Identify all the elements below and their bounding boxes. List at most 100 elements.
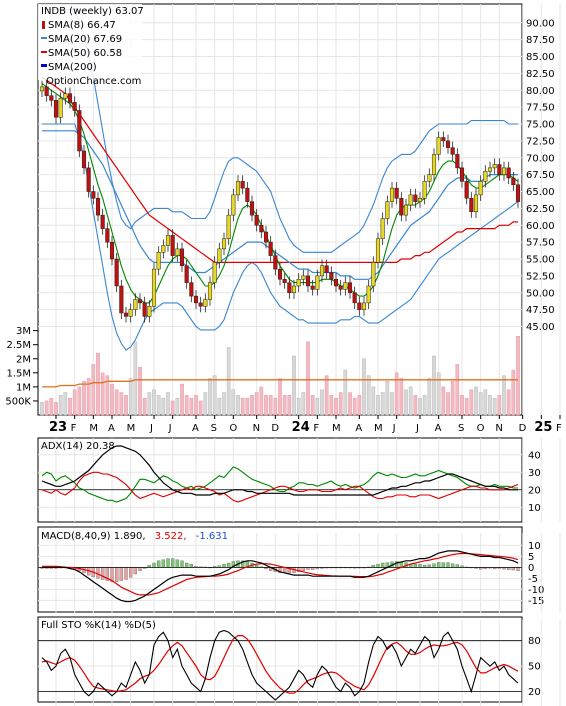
candle-body <box>366 285 371 304</box>
sma20-line <box>42 130 518 280</box>
price-tick-label: 60.00 <box>526 221 555 232</box>
time-tick-label: F <box>556 423 562 434</box>
volume-bar <box>464 397 469 416</box>
volume-bar <box>110 383 114 416</box>
candle-body <box>343 282 348 290</box>
macd-histogram-bar <box>119 567 123 581</box>
bollinger-upper <box>42 8 518 253</box>
candle-body <box>91 191 96 199</box>
candle-body <box>95 198 101 216</box>
candle-body <box>119 285 124 314</box>
legend-sma20: SMA(20) 67.69 <box>48 34 122 45</box>
avg-volume-line <box>42 379 518 388</box>
candle-body <box>170 235 175 256</box>
volume-tick-label: 2.5M <box>6 340 31 351</box>
macd-histogram-bar <box>455 564 459 568</box>
candle-body <box>259 225 264 233</box>
candle-body <box>193 295 199 304</box>
macd-histogram-bar <box>376 563 380 568</box>
price-tick-label: 52.50 <box>526 271 555 282</box>
volume-bar <box>348 392 352 416</box>
volume-bar <box>492 397 497 416</box>
volume-bar <box>180 383 184 416</box>
volume-bar <box>250 395 254 416</box>
volume-bar <box>390 392 394 416</box>
volume-bar <box>474 386 478 416</box>
volume-bar <box>506 389 511 416</box>
volume-tick-label: 500K <box>5 396 31 407</box>
candle-body <box>245 187 250 202</box>
volume-bar <box>455 364 460 416</box>
candle-body <box>207 282 213 300</box>
time-tick-label: N <box>495 423 502 434</box>
volume-bar <box>352 397 357 416</box>
volume-bar <box>189 397 194 416</box>
volume-bar <box>488 395 492 416</box>
time-tick-label: F <box>313 423 319 434</box>
candle-body <box>464 181 469 199</box>
macd-panel-frame <box>37 526 523 613</box>
macd-histogram-bar <box>171 558 175 568</box>
volume-bar <box>124 395 128 416</box>
macd-histogram-bar <box>124 567 128 580</box>
volume-tick-label: 1M <box>16 382 31 393</box>
time-tick-label: F <box>71 423 77 434</box>
time-tick-label: M <box>127 423 136 434</box>
candle-body <box>249 201 255 216</box>
macd-histogram-bar <box>413 563 417 568</box>
candle-body <box>86 167 91 192</box>
time-tick-label: J <box>392 423 396 434</box>
volume-bar <box>399 378 404 416</box>
price-tick-label: 67.50 <box>526 170 555 181</box>
candle-body <box>413 194 418 202</box>
volume-bar <box>226 347 231 416</box>
price-tick-label: 55.00 <box>526 255 555 266</box>
candle-body <box>347 282 353 293</box>
volume-bar <box>380 392 385 416</box>
candle-body <box>450 147 455 155</box>
adx-line <box>41 445 518 496</box>
volume-bar <box>469 389 474 416</box>
volume-tick-label: 1.5M <box>6 368 31 379</box>
macd-histogram-bar <box>138 567 142 571</box>
sto-d-line <box>41 634 519 694</box>
volume-bar <box>366 375 371 416</box>
volume-bar <box>152 389 156 416</box>
candle-body <box>417 198 423 202</box>
time-tick-label: D <box>519 423 527 434</box>
adx-title: ADX(14) 20.38 <box>41 441 115 452</box>
volume-bar <box>175 397 180 416</box>
candle-body <box>338 285 343 290</box>
time-tick-label: A <box>108 423 115 434</box>
volume-bar <box>161 397 166 416</box>
macd-histogram-bar <box>96 567 100 579</box>
time-tick-label: S <box>458 423 464 434</box>
volume-bar <box>329 395 334 416</box>
candle-body <box>478 181 483 196</box>
macd-histogram-bar <box>301 567 305 571</box>
macd-histogram-bar <box>418 563 422 568</box>
candle-body <box>100 214 105 229</box>
candle-body <box>357 302 362 310</box>
volume-bar <box>404 389 408 416</box>
price-tick-label: 72.50 <box>526 136 555 147</box>
volume-bar <box>264 395 268 416</box>
macd-label-hist: -1.631 <box>196 531 228 542</box>
volume-bar <box>343 369 348 416</box>
candle-body <box>422 181 427 199</box>
time-tick-label: J <box>415 423 419 434</box>
macd-tick-label: 5 <box>528 552 534 563</box>
volume-bar <box>511 369 516 416</box>
volume-bar <box>408 386 413 416</box>
candle-body <box>226 214 231 239</box>
candle-body <box>123 312 129 317</box>
candle-body <box>352 292 357 304</box>
candle-body <box>49 95 54 101</box>
candle-body <box>179 248 185 266</box>
candle-body <box>189 282 194 297</box>
adx-tick-label: 30 <box>528 468 541 479</box>
volume-bar <box>478 392 483 416</box>
adx-tick-label: 10 <box>528 503 541 514</box>
watermark: OptionChance.com <box>46 76 141 87</box>
volume-bar <box>422 395 427 416</box>
